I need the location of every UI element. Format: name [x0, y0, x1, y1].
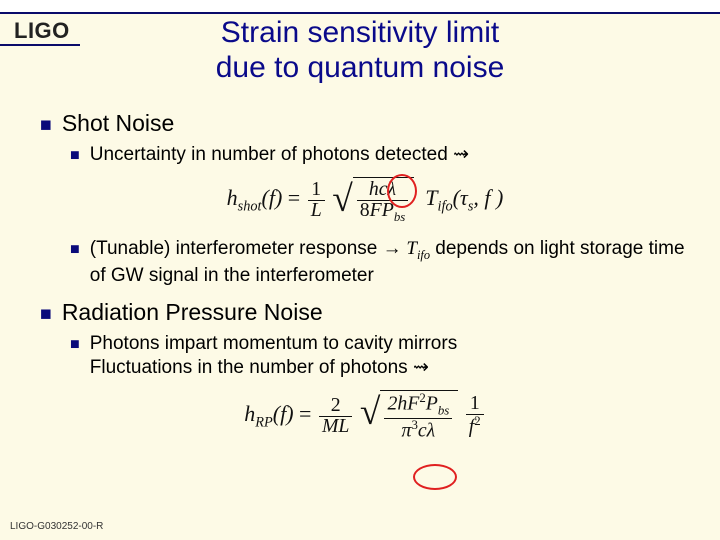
slide-title: Strain sensitivity limit due to quantum … — [0, 16, 720, 85]
top-white-strip — [0, 0, 720, 12]
square-bullet-icon: ■ — [40, 114, 52, 137]
equation-radiation-pressure: hRP(f) = 2ML √ 2hF2Pbs π3cλ 1f2 — [40, 390, 690, 441]
bullet-uncertainty: ■ Uncertainty in number of photons detec… — [70, 143, 690, 167]
square-bullet-icon: ■ — [70, 145, 80, 165]
bullet-photons: ■ Photons impart momentum to cavity mirr… — [70, 332, 690, 380]
bullet-text: Photons impart momentum to cavity mirror… — [90, 332, 457, 380]
footer-doc-id: LIGO-G030252-00-R — [10, 521, 103, 532]
bullet-text: Uncertainty in number of photons detecte… — [90, 143, 469, 167]
title-line-1: Strain sensitivity limit — [221, 16, 499, 49]
square-bullet-icon: ■ — [40, 303, 52, 326]
square-bullet-icon: ■ — [70, 334, 80, 354]
content-area: ■ Shot Noise ■ Uncertainty in number of … — [40, 104, 690, 447]
bullet-text: Shot Noise — [62, 110, 175, 137]
highlight-circle-2 — [413, 464, 457, 490]
equation-shot-noise: hshot(f) = 1L √ hcλ 8FPbs Tifo(τs, f ) — [40, 177, 690, 224]
square-bullet-icon: ■ — [70, 239, 80, 259]
bullet-shot-noise: ■ Shot Noise — [40, 110, 690, 137]
bullet-radiation-pressure: ■ Radiation Pressure Noise — [40, 299, 690, 326]
top-rule — [0, 12, 720, 14]
title-line-2: due to quantum noise — [216, 51, 505, 84]
bullet-text: Radiation Pressure Noise — [62, 299, 323, 326]
bullet-tunable: ■ (Tunable) interferometer response → Ti… — [70, 237, 690, 287]
bullet-text: (Tunable) interferometer response → Tifo… — [90, 237, 690, 287]
